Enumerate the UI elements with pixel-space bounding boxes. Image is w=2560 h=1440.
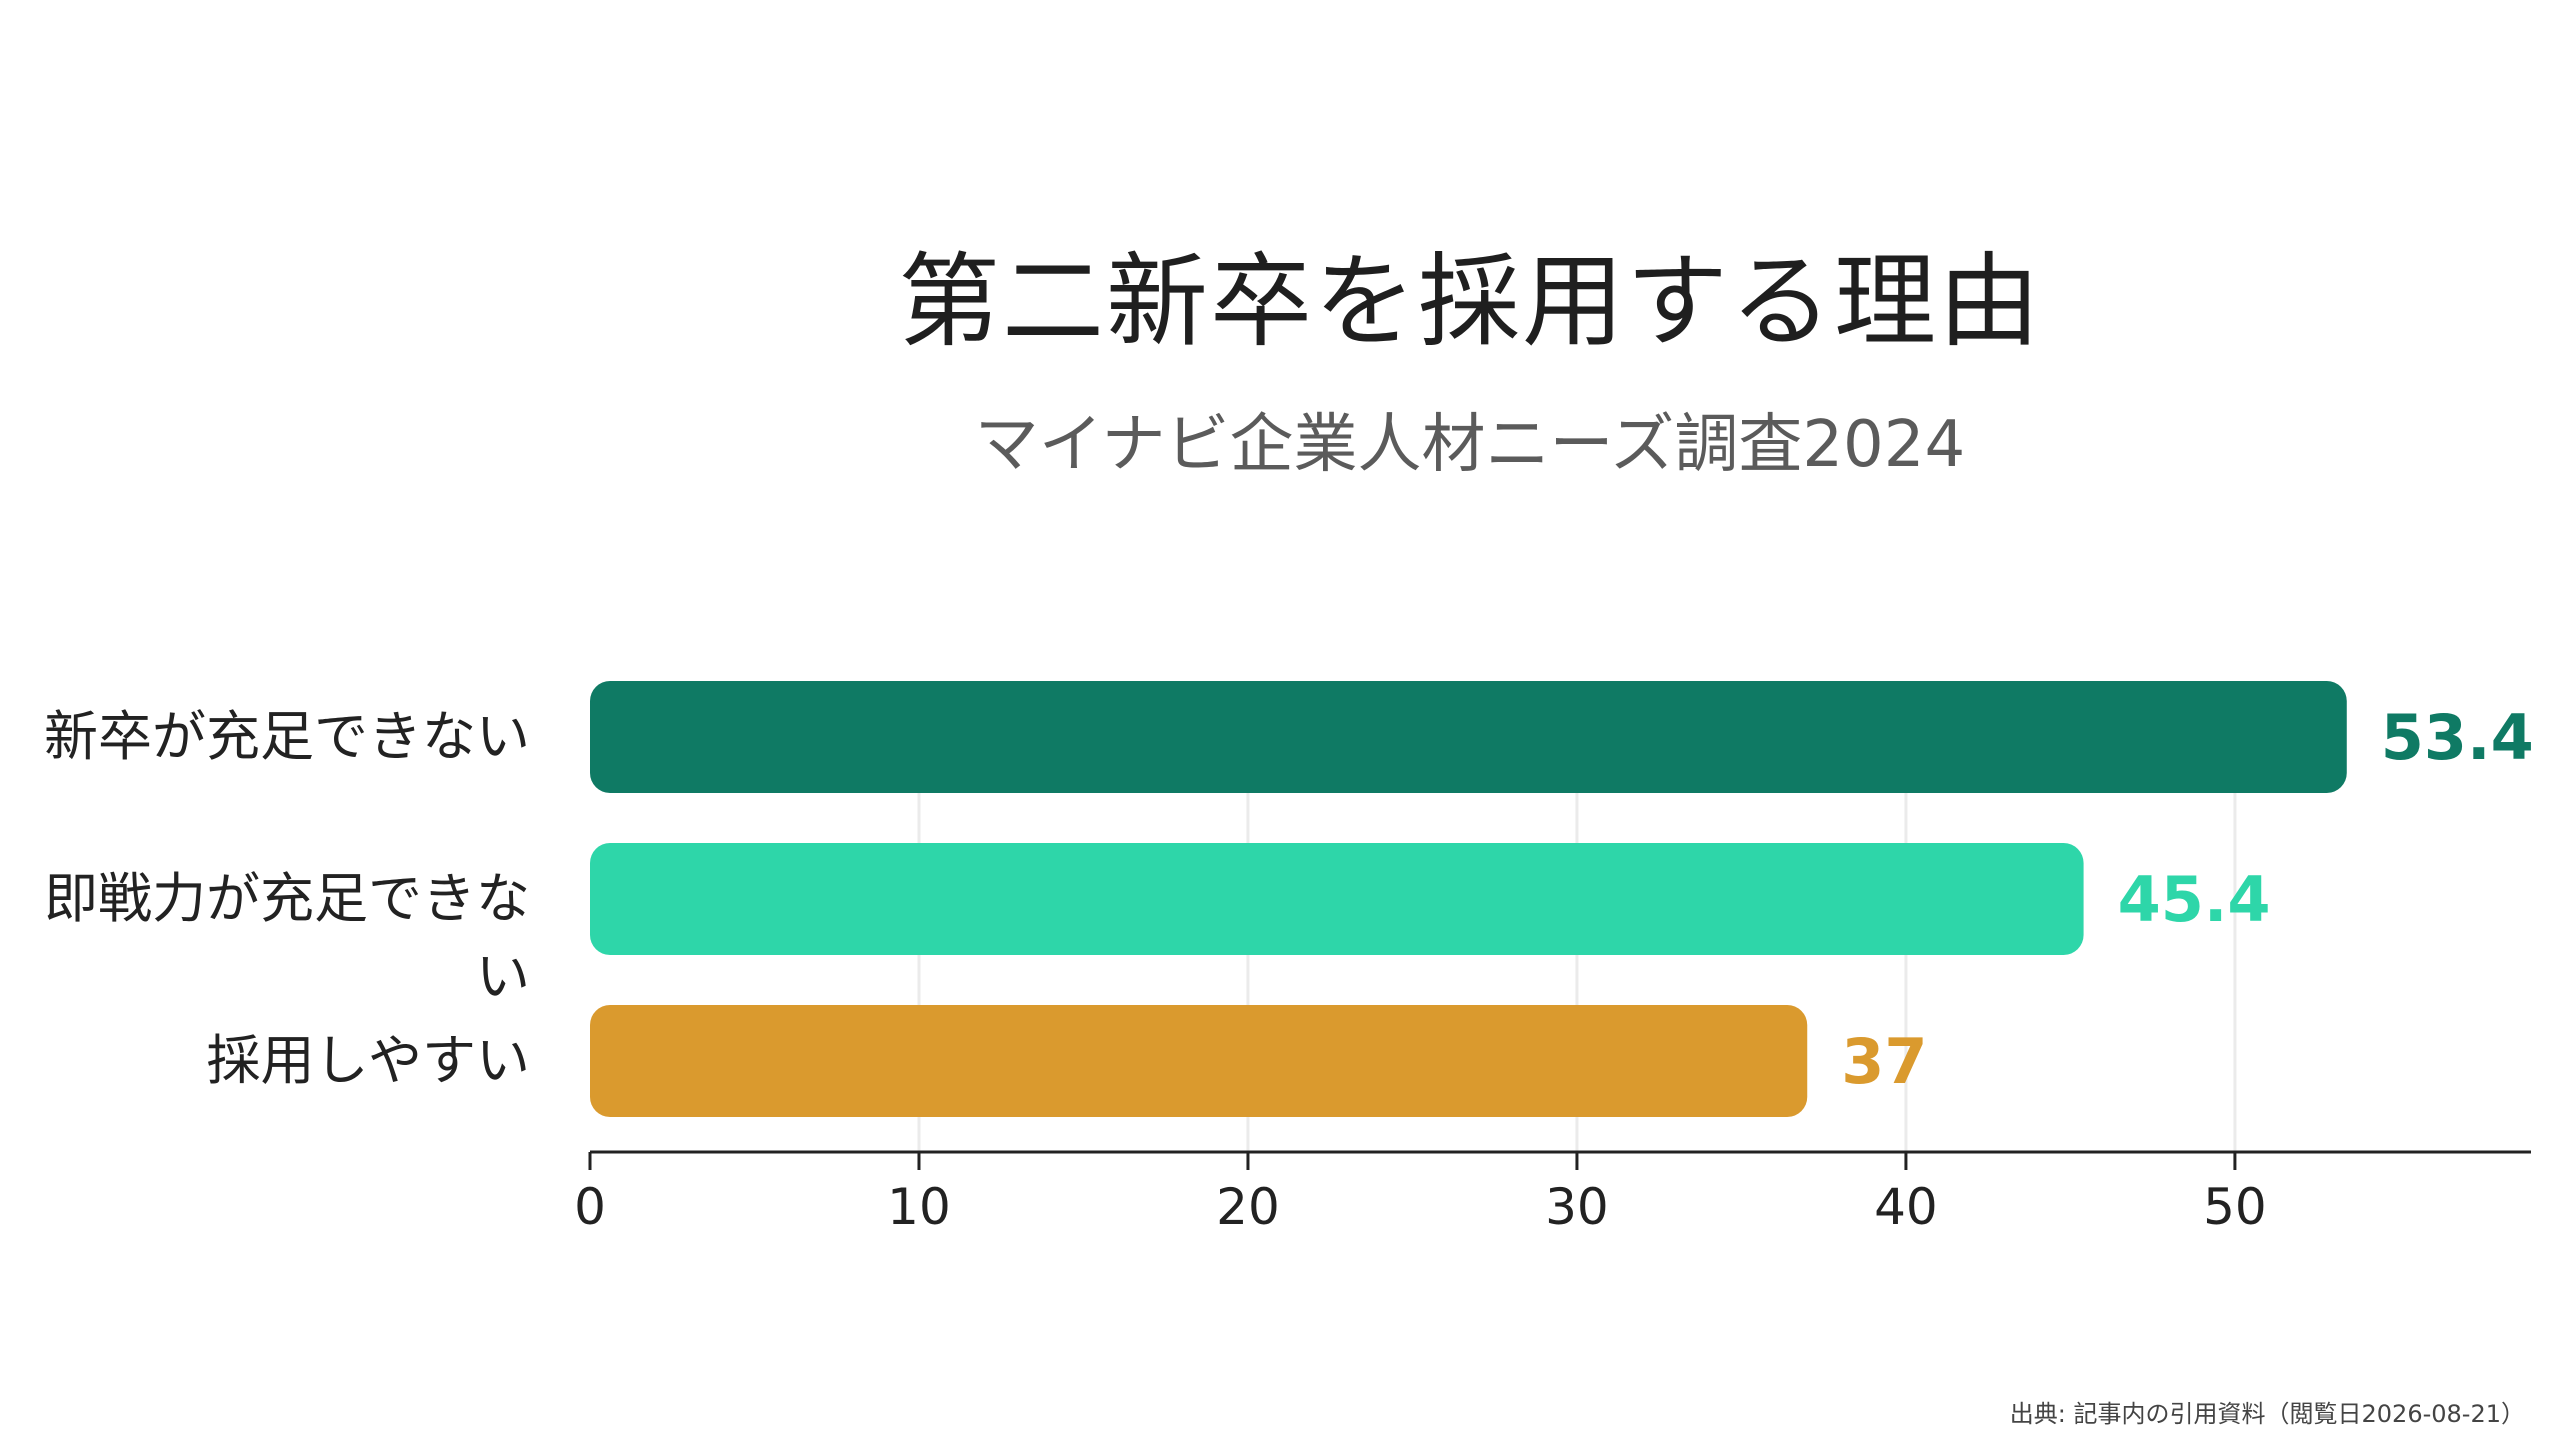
chart-subtitle: マイナビ企業人材ニーズ調査2024 bbox=[974, 408, 1966, 482]
value-label-2: 37 bbox=[1841, 1025, 1927, 1098]
bar-0 bbox=[590, 681, 2347, 793]
x-axis: 0 10 20 30 40 50 bbox=[574, 1150, 2531, 1236]
chart-title: 第二新卒を採用する理由 bbox=[898, 243, 2042, 362]
category-label-0: 新卒が充足できない bbox=[44, 705, 530, 768]
value-label-0: 53.4 bbox=[2381, 701, 2534, 774]
bar-1 bbox=[590, 843, 2084, 955]
x-tick-label-4: 40 bbox=[1874, 1178, 1938, 1236]
x-tick-label-1: 10 bbox=[887, 1178, 951, 1236]
value-labels: 53.4 45.4 37 bbox=[1841, 701, 2534, 1098]
bars bbox=[590, 681, 2347, 1117]
x-tick-label-3: 30 bbox=[1545, 1178, 1609, 1236]
x-tick-label-5: 50 bbox=[2203, 1178, 2267, 1236]
source-note: 出典: 記事内の引用資料（閲覧日2026-08-21） bbox=[2009, 1400, 2525, 1428]
x-tick-label-0: 0 bbox=[574, 1178, 606, 1236]
bar-2 bbox=[590, 1005, 1808, 1117]
x-tick-label-2: 20 bbox=[1216, 1178, 1280, 1236]
category-label-1: 即戦力が充足できない bbox=[44, 867, 530, 1008]
value-label-1: 45.4 bbox=[2118, 863, 2271, 936]
category-label-2: 採用しやすい bbox=[206, 1029, 530, 1092]
